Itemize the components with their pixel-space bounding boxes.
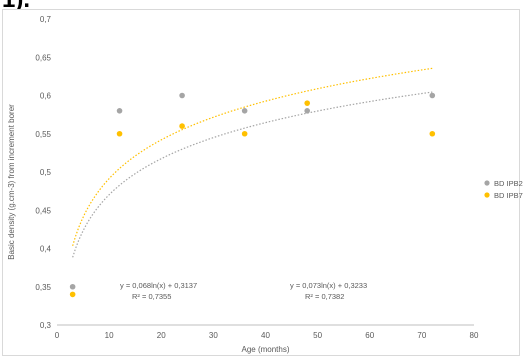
- legend-marker-ipb7: [484, 192, 490, 198]
- y-tick-label: 0,3: [40, 321, 52, 330]
- y-tick-label: 0,4: [40, 245, 52, 254]
- y-tick-labels: 0,3 0,35 0,4 0,45 0,5 0,55 0,6 0,65 0,7: [35, 15, 51, 330]
- trendline-equation-ipb7: y = 0,073ln(x) + 0,3233: [290, 281, 367, 290]
- data-point-series-0: [116, 108, 123, 114]
- data-point-series-0: [429, 92, 436, 99]
- trendline-r2-ipb7: R² = 0,7382: [305, 292, 344, 301]
- chart-area: [2, 9, 520, 356]
- y-tick-label: 0,5: [40, 168, 52, 177]
- data-point-series-0: [304, 108, 311, 114]
- data-point-series-1: [179, 123, 185, 129]
- y-tick-label: 0,55: [35, 130, 51, 139]
- x-tick-label: 40: [261, 331, 270, 340]
- x-axis-label: Age (months): [241, 345, 289, 354]
- data-point-series-0: [179, 92, 185, 99]
- x-tick-label: 60: [365, 331, 374, 340]
- data-point-series-1: [241, 130, 248, 137]
- trendline-annotations: y = 0,068ln(x) + 0,3137 R² = 0,7355 y = …: [120, 281, 367, 301]
- trendline-r2-ipb2: R² = 0,7355: [132, 292, 171, 301]
- y-tick-label: 0,7: [40, 15, 52, 24]
- x-tick-label: 20: [157, 331, 166, 340]
- x-tick-label: 10: [105, 331, 114, 340]
- y-tick-label: 0,65: [35, 53, 51, 62]
- x-tick-label: 50: [313, 331, 322, 340]
- y-tick-label: 0,6: [40, 92, 52, 101]
- x-tick-label: 30: [209, 331, 218, 340]
- data-point-series-0: [241, 108, 248, 114]
- legend-marker-ipb2: [484, 180, 490, 186]
- legend-label-ipb2: BD IPB2: [494, 179, 523, 188]
- y-axis-label: Basic density (g.cm-3) from increment bo…: [7, 104, 16, 260]
- x-tick-labels: 0 10 20 30 40 50 60 70 80: [55, 331, 479, 340]
- trendline-series-1: [72, 67, 433, 246]
- x-tick-label: 70: [417, 331, 426, 340]
- trendlines-group: [72, 67, 433, 258]
- legend-label-ipb7: BD IPB7: [494, 191, 523, 200]
- y-tick-label: 0,45: [35, 206, 51, 215]
- data-point-series-1: [304, 100, 311, 106]
- trendline-series-0: [72, 91, 433, 258]
- data-point-series-1: [429, 130, 436, 137]
- points-group: [69, 92, 436, 298]
- data-point-series-0: [69, 283, 76, 290]
- x-tick-label: 0: [55, 331, 60, 340]
- y-tick-label: 0,35: [35, 283, 51, 292]
- page-top-text: 1).: [2, 0, 30, 12]
- legend: BD IPB2 BD IPB7: [484, 179, 523, 200]
- data-point-series-1: [69, 291, 76, 298]
- x-tick-label: 80: [470, 331, 479, 340]
- trendline-equation-ipb2: y = 0,068ln(x) + 0,3137: [120, 281, 197, 290]
- data-point-series-1: [116, 130, 123, 137]
